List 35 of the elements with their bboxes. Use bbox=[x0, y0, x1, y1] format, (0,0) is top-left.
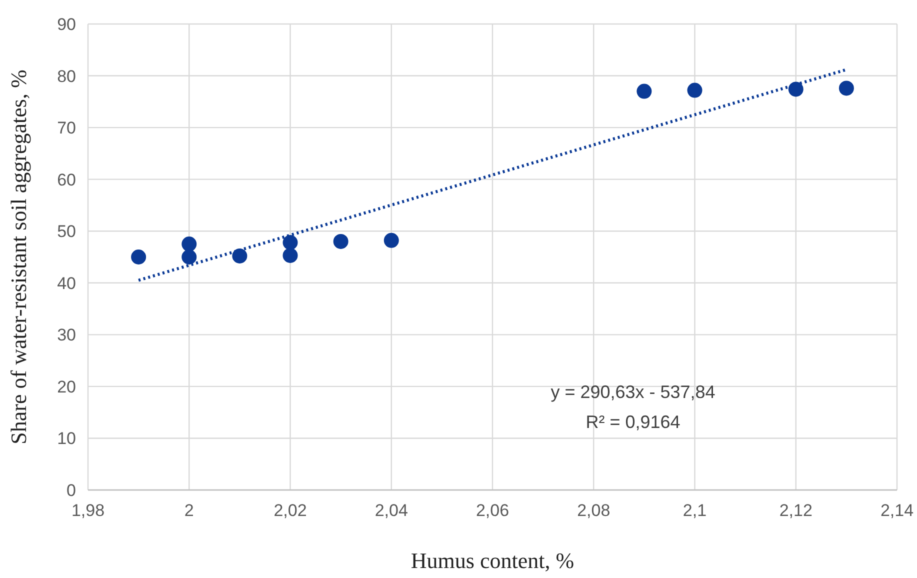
x-tick-label: 2,06 bbox=[476, 501, 510, 520]
y-tick-label: 80 bbox=[57, 66, 76, 86]
point bbox=[636, 84, 652, 99]
x-tick-label: 2,02 bbox=[274, 501, 307, 520]
x-tick-label: 2,14 bbox=[880, 501, 914, 520]
y-axis-title: Share of water-resistant soil aggregates, % bbox=[6, 70, 31, 444]
y-tick-label: 0 bbox=[66, 481, 76, 500]
point bbox=[788, 82, 804, 97]
x-tick-label: 1,98 bbox=[71, 501, 105, 520]
point bbox=[182, 250, 197, 264]
y-tick-label: 90 bbox=[57, 15, 76, 34]
y-tick-label: 40 bbox=[57, 274, 76, 293]
point bbox=[282, 248, 298, 263]
x-axis-title: Humus content, % bbox=[410, 548, 574, 573]
point bbox=[282, 235, 298, 250]
y-tick-label: 50 bbox=[57, 222, 76, 242]
x-tick-label: 2 bbox=[184, 501, 194, 520]
y-tick-label: 60 bbox=[57, 170, 76, 190]
annotation: R² = 0,9164 bbox=[586, 412, 680, 432]
point bbox=[384, 232, 399, 248]
x-tick-label: 2,12 bbox=[779, 501, 812, 520]
point bbox=[838, 80, 854, 96]
y-tick-label: 70 bbox=[57, 118, 76, 138]
x-tick-label: 2,04 bbox=[374, 501, 408, 520]
y-tick-label: 30 bbox=[57, 326, 76, 345]
x-tick-label: 2,08 bbox=[577, 501, 610, 520]
y-tick-label: 20 bbox=[57, 377, 76, 396]
x-tick-label: 2,1 bbox=[682, 501, 707, 520]
point bbox=[333, 234, 348, 249]
y-tick-label: 10 bbox=[57, 429, 76, 448]
point bbox=[687, 82, 702, 98]
annotation: y = 290,63x - 537,84 bbox=[550, 382, 716, 402]
point bbox=[131, 250, 146, 264]
point bbox=[182, 236, 197, 252]
point bbox=[232, 248, 248, 264]
